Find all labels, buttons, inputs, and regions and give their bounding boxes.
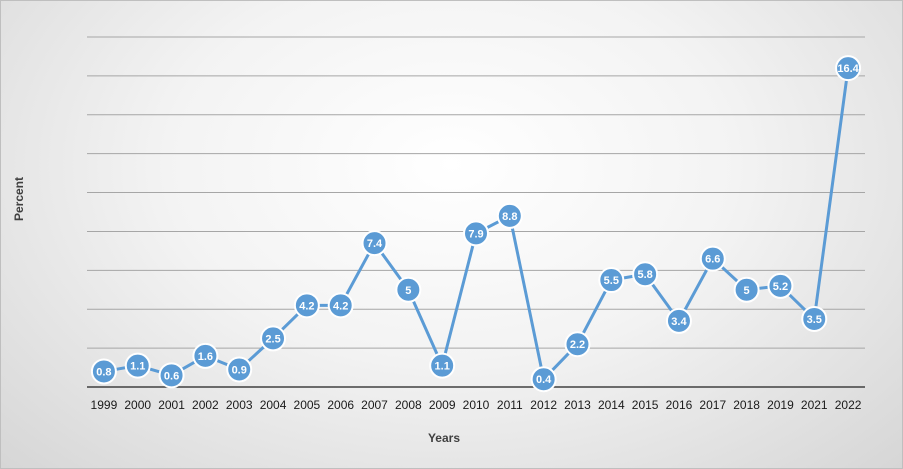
x-tick-label: 2001 (158, 398, 185, 412)
data-point: 7.4 (361, 230, 388, 257)
data-marker (632, 261, 659, 288)
data-marker (665, 307, 692, 334)
data-marker (293, 292, 320, 319)
x-tick-label: 2002 (192, 398, 219, 412)
data-point: 1.6 (192, 342, 219, 369)
x-tick-label: 2008 (395, 398, 422, 412)
data-point: 5.8 (632, 261, 659, 288)
data-marker (260, 325, 287, 352)
x-tick-label: 2005 (294, 398, 321, 412)
data-label: 0.4 (536, 374, 552, 386)
x-axis-title: Years (428, 431, 460, 445)
data-marker (158, 362, 185, 389)
data-marker (361, 230, 388, 257)
data-marker (598, 267, 625, 294)
x-tick-label: 2012 (530, 398, 557, 412)
data-point: 8.8 (496, 202, 523, 229)
data-point: 1.1 (124, 352, 151, 379)
x-tick-label: 2010 (463, 398, 490, 412)
x-tick-label: 1999 (91, 398, 118, 412)
data-marker (564, 331, 591, 358)
data-point: 0.8 (90, 358, 117, 385)
data-marker (733, 276, 760, 303)
x-tick-label: 2014 (598, 398, 625, 412)
data-point: 4.2 (293, 292, 320, 319)
x-tick-label: 2007 (361, 398, 388, 412)
data-marker (496, 202, 523, 229)
data-point: 1.1 (429, 352, 456, 379)
data-point: 0.6 (158, 362, 185, 389)
x-tick-label: 2000 (124, 398, 151, 412)
data-point: 0.9 (226, 356, 253, 383)
data-label: 7.9 (468, 228, 483, 240)
data-label: 8.8 (502, 211, 517, 223)
data-label: 7.4 (367, 238, 383, 250)
data-label: 1.1 (435, 361, 450, 373)
data-label: 2.5 (265, 333, 280, 345)
x-tick-labels: 1999 2000 2001 2002 2003 2004 2005 2006 2007 2008… (91, 398, 862, 412)
x-tick-label: 2019 (767, 398, 794, 412)
data-marker (90, 358, 117, 385)
data-point: 7.9 (463, 220, 489, 247)
data-label: 16.4 (837, 63, 859, 75)
x-tick-label: 2017 (699, 398, 726, 412)
data-label: 1.1 (130, 361, 145, 373)
data-point: 6.6 (699, 245, 726, 272)
x-tick-label: 2011 (497, 398, 523, 412)
data-label: 5.8 (637, 269, 652, 281)
data-marker (429, 352, 456, 379)
data-point: 5 (733, 276, 760, 303)
data-label: 6.6 (705, 254, 720, 266)
data-point: 3.5 (801, 305, 828, 332)
data-point: 2.5 (260, 325, 287, 352)
data-marker (699, 245, 726, 272)
data-label: 1.6 (198, 351, 213, 363)
data-point: 4.2 (327, 292, 354, 319)
data-marker (767, 272, 794, 299)
data-label: 3.5 (807, 314, 822, 326)
data-point: 2.2 (564, 331, 591, 358)
data-marker (801, 305, 828, 332)
data-point: 0.4 (530, 366, 557, 393)
data-label: 5 (744, 285, 750, 297)
data-marker (463, 220, 489, 247)
data-point: 3.4 (665, 307, 692, 334)
data-marker (192, 342, 219, 369)
data-label: 5.5 (604, 275, 619, 287)
data-marker (530, 366, 557, 393)
x-tick-label: 2013 (564, 398, 591, 412)
data-marker (395, 276, 422, 303)
x-tick-label: 2015 (632, 398, 659, 412)
data-label: 3.4 (671, 316, 687, 328)
y-axis-title: Percent (12, 177, 26, 221)
data-label: 0.9 (232, 365, 247, 377)
data-label: 5 (405, 285, 411, 297)
data-label: 4.2 (299, 300, 314, 312)
data-label: 5.2 (773, 281, 788, 293)
x-tick-label: 2003 (226, 398, 253, 412)
data-point: 5.5 (598, 267, 625, 294)
x-tick-label: 2004 (260, 398, 287, 412)
data-points: 0.8 1.1 0.6 1.6 0.9 2.5 4.2 4.2 7.4 5 1.1 7.9 8.8 0.4… (90, 55, 862, 393)
x-tick-label: 2016 (666, 398, 693, 412)
x-tick-label: 2022 (835, 398, 862, 412)
data-point: 16.4 (835, 55, 862, 82)
data-point: 5.2 (767, 272, 794, 299)
data-label: 2.2 (570, 339, 585, 351)
x-tick-label: 2006 (327, 398, 354, 412)
data-label: 0.8 (96, 366, 111, 378)
data-marker (835, 55, 862, 82)
data-point: 5 (395, 276, 422, 303)
data-marker (226, 356, 253, 383)
x-tick-label: 2009 (429, 398, 456, 412)
data-marker (327, 292, 354, 319)
gridlines (87, 36, 865, 349)
data-label: 0.6 (164, 370, 179, 382)
data-marker (124, 352, 151, 379)
x-tick-label: 2018 (733, 398, 760, 412)
x-tick-label: 2021 (801, 398, 828, 412)
data-label: 4.2 (333, 300, 348, 312)
